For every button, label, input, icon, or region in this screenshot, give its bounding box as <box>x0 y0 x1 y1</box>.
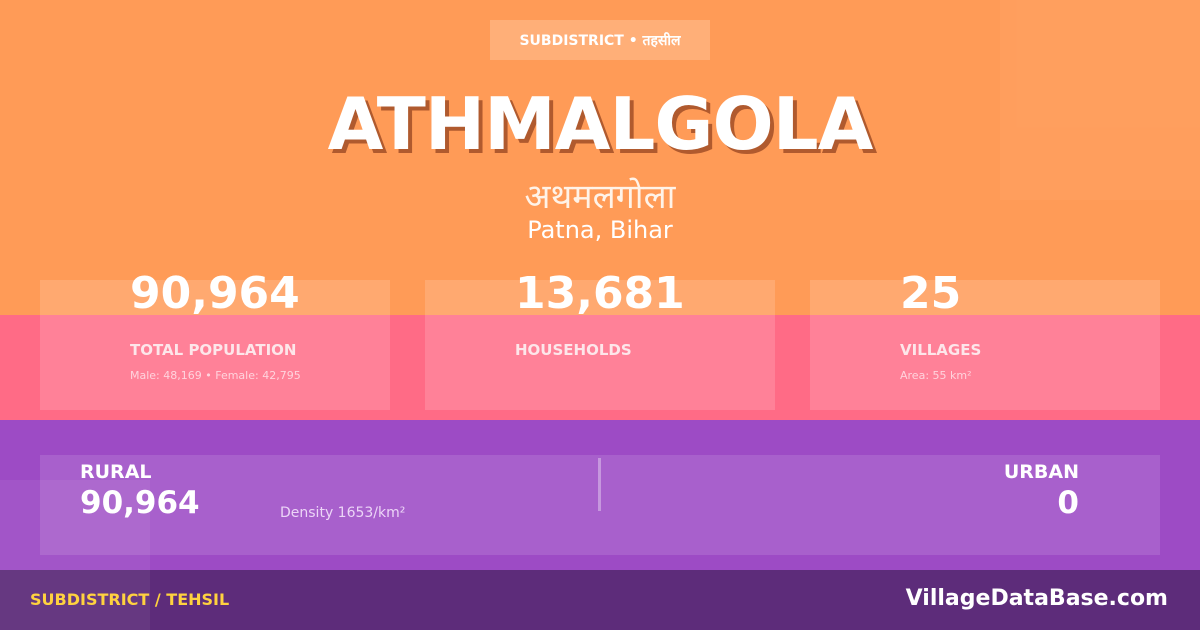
footer-category: SUBDISTRICT / TEHSIL <box>30 590 230 609</box>
rural-urban-panel <box>40 455 1160 555</box>
stat-sub: Male: 48,169 • Female: 42,795 <box>130 369 301 382</box>
stat-sub: Area: 55 km² <box>900 369 972 382</box>
rural-urban-band <box>0 420 1200 570</box>
page-title: ATHMALGOLA <box>327 82 874 166</box>
density: Density 1653/km² <box>280 505 406 521</box>
title-hindi: अथमलगोला <box>524 177 676 217</box>
rural-value: 90,964 <box>80 485 200 521</box>
stat-value: 90,964 <box>130 268 300 319</box>
stat-card-population: 90,964 TOTAL POPULATION Male: 48,169 • F… <box>40 268 390 410</box>
decorative-square <box>1000 0 1200 200</box>
decorative-square <box>0 480 150 630</box>
stat-value: 13,681 <box>515 268 685 319</box>
urban-value: 0 <box>1057 485 1079 521</box>
location: Patna, Bihar <box>527 216 673 244</box>
stat-label: TOTAL POPULATION <box>130 341 297 359</box>
site-brand[interactable]: VillageDataBase.com <box>905 586 1168 611</box>
stat-value: 25 <box>900 268 962 319</box>
urban-label: URBAN <box>1003 461 1079 483</box>
stat-label: VILLAGES <box>900 341 982 359</box>
type-badge: SUBDISTRICT • तहसील <box>490 20 710 60</box>
stat-card-households: 13,681 HOUSEHOLDS <box>425 268 775 410</box>
stat-card-villages: 25 VILLAGES Area: 55 km² <box>810 268 1160 410</box>
rural-label: RURAL <box>80 461 152 483</box>
stats-band <box>0 315 1200 420</box>
footer-band <box>0 570 1200 630</box>
header-band <box>0 0 1200 315</box>
stat-label: HOUSEHOLDS <box>515 341 632 359</box>
divider <box>598 458 601 511</box>
